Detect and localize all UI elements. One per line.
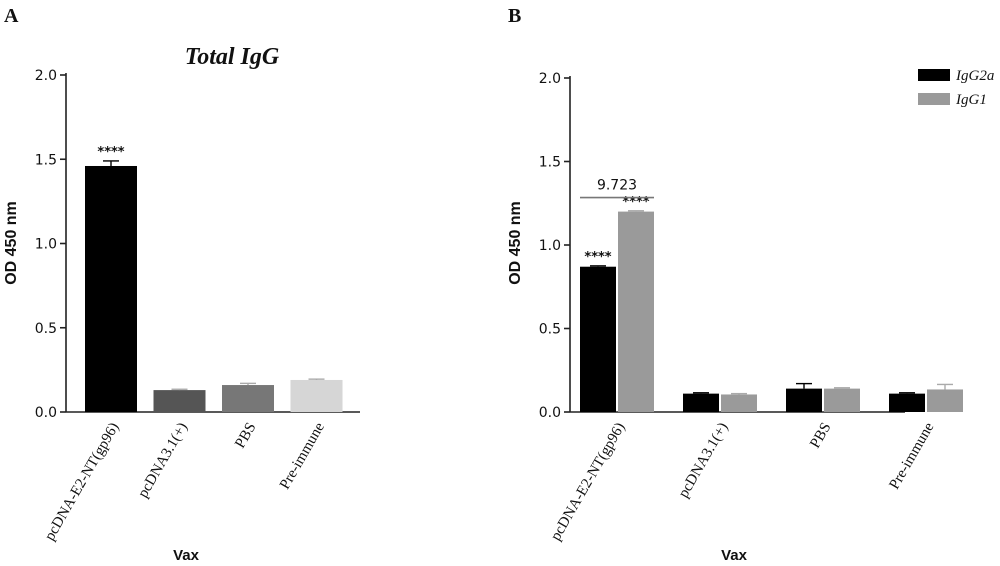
x-tick-label: PBS — [807, 420, 834, 451]
bar — [889, 393, 925, 412]
y-tick-label: 1.5 — [539, 155, 561, 171]
x-axis-label-a: Vax — [173, 547, 200, 564]
y-tick-label: 2.0 — [539, 71, 561, 87]
bar — [618, 211, 654, 412]
marks-a: 0.0 0.5 1.0 1.5 2.0 pcDNA-E2-NT(gp96) pcDNA3.1… — [35, 68, 360, 543]
legend-label: IgG2a — [955, 68, 994, 84]
chart-panel-a: A Total IgG OD 450 nm Vax 0.0 0.5 1.0 1.5 2.… — [3, 5, 360, 564]
x-axis-label-b: Vax — [721, 547, 748, 564]
x-tick-label: Pre-immune — [277, 420, 328, 493]
significance-stars: **** — [622, 195, 649, 210]
legend-swatch — [918, 69, 950, 81]
ratio-annotation-label: 9.723 — [597, 178, 637, 194]
bar — [290, 379, 343, 412]
y-tick-label: 1.0 — [35, 237, 57, 253]
y-tick-label: 0.0 — [539, 405, 561, 421]
legend-swatch — [918, 93, 950, 105]
chart-title-a: Total IgG — [185, 44, 280, 70]
y-tick-label: 0.5 — [539, 322, 561, 338]
y-tick-label: 1.5 — [35, 152, 57, 168]
legend-label: IgG1 — [955, 92, 987, 108]
bar — [222, 385, 274, 412]
y-tick-label: 2.0 — [35, 68, 57, 84]
x-tick-label: PBS — [232, 420, 259, 451]
x-tick-label: pcDNA-E2-NT(gp96) — [548, 420, 629, 543]
significance-stars: **** — [584, 250, 611, 265]
y-tick-label: 0.5 — [35, 321, 57, 337]
y-axis-label-b: OD 450 nm — [507, 201, 524, 285]
x-tick-label: pcDNA3.1(+) — [135, 420, 191, 501]
chart-panel-b: B OD 450 nm Vax 0.0 0.5 1.0 1.5 2.0 pcDNA-E2-… — [507, 5, 994, 564]
bar — [153, 390, 206, 412]
x-tick-label: pcDNA3.1(+) — [676, 420, 732, 501]
bar — [683, 393, 719, 412]
x-tick-label: Pre-immune — [887, 420, 938, 493]
bar — [85, 165, 137, 412]
y-tick-label: 0.0 — [35, 405, 57, 421]
bar — [786, 388, 822, 412]
panel-letter-b: B — [508, 5, 521, 27]
bar — [927, 389, 963, 412]
bar — [721, 394, 757, 412]
marks-b: 0.0 0.5 1.0 1.5 2.0 pcDNA-E2-NT(gp96) pcDNA3.1… — [539, 71, 963, 543]
legend: IgG2a IgG1 — [918, 68, 994, 108]
x-tick-label: pcDNA-E2-NT(gp96) — [42, 420, 123, 543]
y-axis-label-a: OD 450 nm — [3, 201, 20, 285]
bar — [824, 388, 860, 412]
panel-letter-a: A — [4, 5, 19, 27]
significance-stars: **** — [97, 145, 124, 160]
bar — [580, 266, 616, 412]
y-tick-label: 1.0 — [539, 238, 561, 254]
